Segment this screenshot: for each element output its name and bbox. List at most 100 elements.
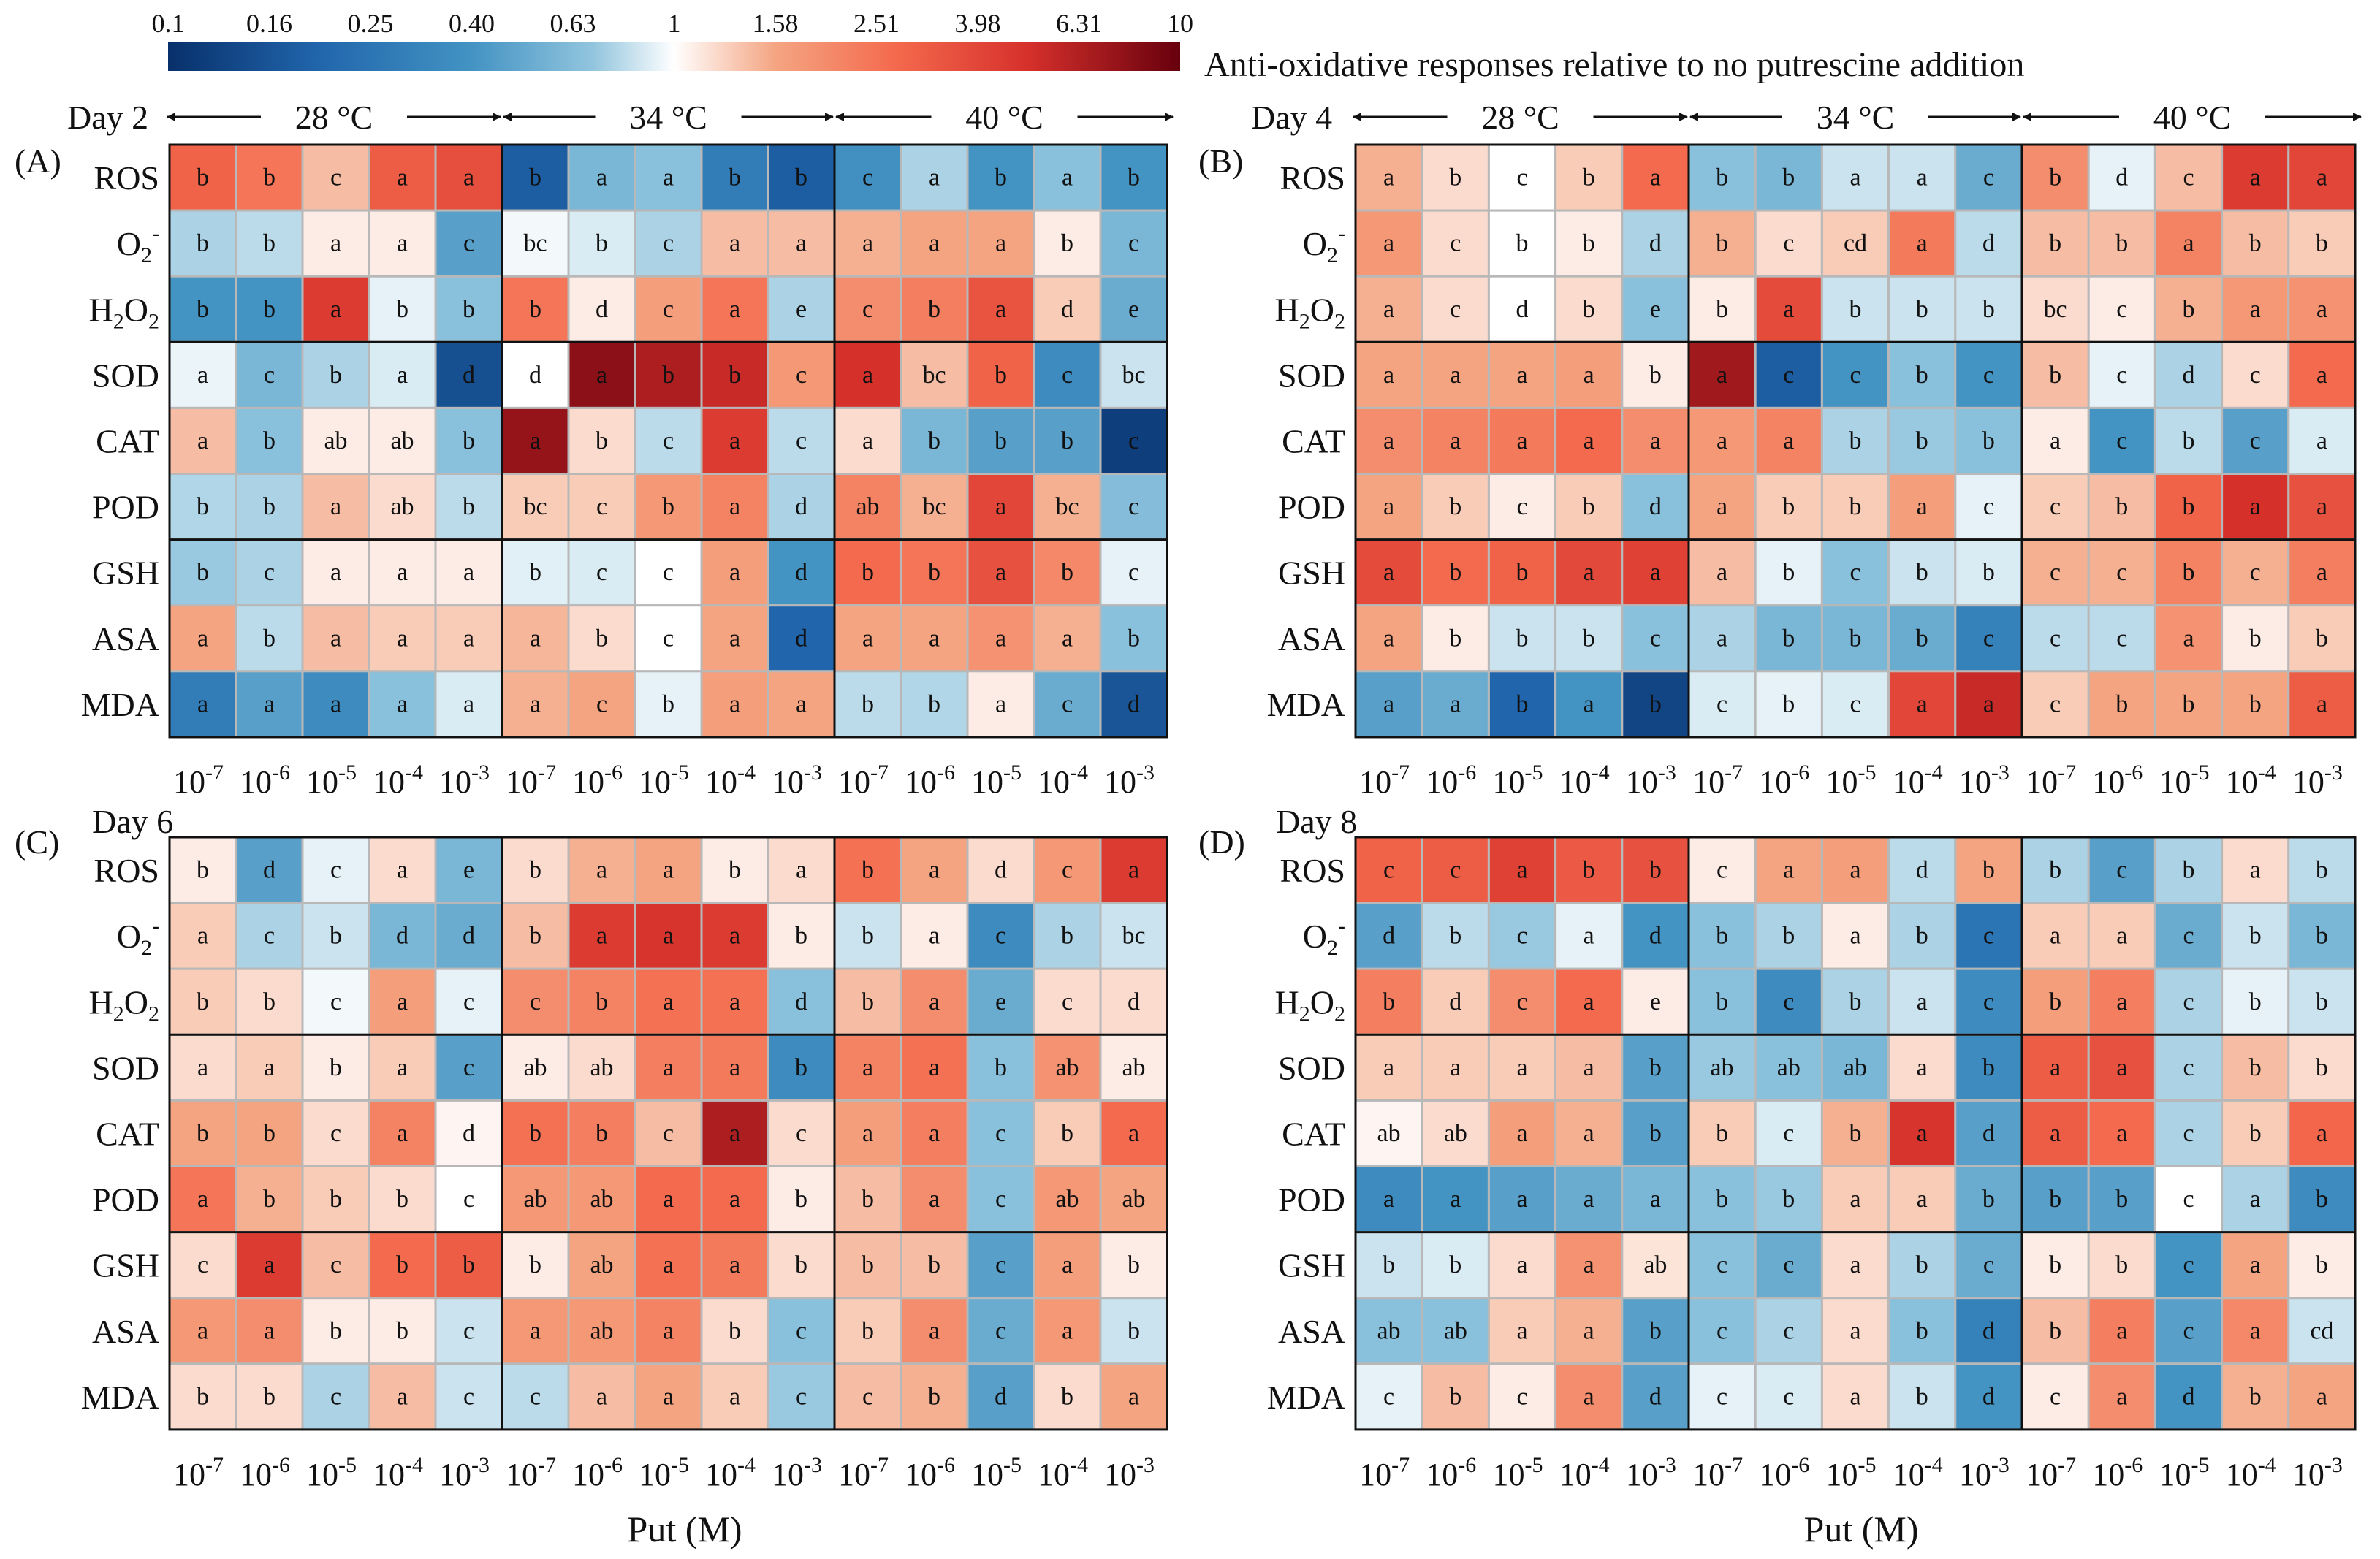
cell-letter: a [1917, 690, 1928, 717]
cell-letter: c [1716, 1251, 1727, 1278]
cell-letter: c [2183, 988, 2194, 1015]
heatmap-cell [1487, 1099, 1557, 1168]
heatmap-cell [2153, 275, 2224, 343]
cell-letter: a [1783, 427, 1794, 454]
cell-letter: e [1650, 296, 1661, 323]
heatmap-cell [168, 406, 237, 476]
cell-letter: b [729, 164, 741, 191]
cell-letter: a [2316, 427, 2327, 454]
heatmap-cell [1099, 275, 1168, 343]
cell-letter: b [596, 625, 608, 652]
heatmap-cell [235, 340, 304, 409]
heatmap-cell [1687, 1297, 1757, 1365]
heatmap-cell [1033, 1165, 1102, 1234]
cell-letter: b [263, 427, 275, 454]
cell-letter: a [1062, 1251, 1073, 1278]
heatmap-cell [2287, 209, 2357, 278]
cell-letter: c [2183, 1251, 2194, 1278]
cell-letter: b [1716, 230, 1728, 257]
cell-letter: c [663, 625, 674, 652]
cell-letter: b [1449, 923, 1461, 950]
cell-letter: d [2183, 362, 2195, 389]
cell-letter: a [397, 1383, 408, 1410]
panel-border [168, 143, 1168, 739]
cell-letter: c [1516, 493, 1527, 520]
cell-letter: e [1128, 296, 1139, 323]
cell-letter: ab [1122, 1186, 1145, 1213]
cell-letter: a [1849, 1251, 1860, 1278]
cell-letter: c [2183, 923, 2194, 950]
cell-letter: a [2316, 493, 2327, 520]
cell-letter: b [2249, 625, 2262, 652]
cell-letter: a [1716, 559, 1727, 586]
row-label: GSH [1278, 554, 1345, 592]
panel-label: (D) [1198, 823, 1245, 861]
heatmap-cell [2287, 340, 2357, 409]
cell-letter: b [862, 1251, 874, 1278]
cell-letter: c [663, 230, 674, 257]
cell-letter: b [197, 1120, 209, 1147]
cell-letter: c [330, 164, 341, 191]
cell-letter: c [1716, 1383, 1727, 1410]
cell-letter: b [1649, 690, 1662, 717]
cell-letter: b [1716, 1120, 1728, 1147]
colorbar-tick-label: 0.1 [152, 9, 185, 38]
cell-letter: b [197, 559, 209, 586]
cell-letter: a [2316, 1120, 2327, 1147]
cell-letter: b [1982, 296, 1995, 323]
cell-letter: c [995, 1317, 1006, 1344]
cell-letter: b [862, 1317, 874, 1344]
heatmap-cell [833, 670, 902, 739]
cell-letter: b [2316, 988, 2328, 1015]
heatmap-cell [1954, 1231, 2023, 1300]
x-tick-label: 10-4 [705, 1453, 756, 1493]
cell-letter: b [928, 1383, 940, 1410]
cell-letter: b [1849, 625, 1862, 652]
heatmap-cell [2221, 1165, 2290, 1234]
cell-letter: a [663, 1317, 674, 1344]
cell-letter: a [862, 625, 873, 652]
heatmap-cell [235, 670, 304, 739]
cell-letter: a [1516, 1317, 1527, 1344]
heatmap-cell [2221, 275, 2290, 343]
heatmap-cell [368, 406, 437, 476]
cell-letter: a [330, 690, 341, 717]
cell-letter: c [463, 1054, 474, 1081]
cell-letter: a [1383, 296, 1394, 323]
cell-letter: a [2116, 988, 2127, 1015]
cell-letter: a [397, 625, 408, 652]
cell-letter: c [264, 923, 275, 950]
x-tick-label: 10-7 [838, 1453, 889, 1493]
cell-letter: a [596, 923, 607, 950]
panel-border [1354, 143, 2357, 739]
cell-letter: a [2250, 1186, 2261, 1213]
cell-letter: c [663, 559, 674, 586]
heatmap-cell [767, 143, 836, 212]
cell-letter: c [1516, 164, 1527, 191]
heatmap-cell [2221, 473, 2290, 541]
cell-letter: a [596, 164, 607, 191]
cell-letter: a [2316, 1383, 2327, 1410]
cell-letter: a [1383, 493, 1394, 520]
cell-letter: a [397, 559, 408, 586]
cell-letter: a [2050, 1054, 2061, 1081]
heatmap-cell [501, 275, 570, 343]
cell-letter: a [1383, 230, 1394, 257]
cell-letter: b [197, 988, 209, 1015]
cell-letter: b [995, 1054, 1007, 1081]
heatmap-cell [2087, 473, 2156, 541]
row-label: O2- [1303, 914, 1345, 960]
cell-letter: ab [1377, 1317, 1401, 1344]
cell-letter: b [1449, 559, 1461, 586]
cell-letter: b [2249, 690, 2262, 717]
colorbar-tick-label: 3.98 [955, 9, 1001, 38]
row-label: CAT [1282, 422, 1345, 460]
cell-letter: a [197, 1186, 208, 1213]
heatmap-cell [900, 143, 969, 212]
cell-letter: b [2183, 690, 2195, 717]
x-tick-label: 10-4 [1038, 761, 1088, 800]
heatmap-cell [900, 1362, 969, 1431]
cell-letter: b [1716, 988, 1728, 1015]
cell-letter: b [1782, 625, 1795, 652]
cell-letter: c [1062, 857, 1073, 884]
